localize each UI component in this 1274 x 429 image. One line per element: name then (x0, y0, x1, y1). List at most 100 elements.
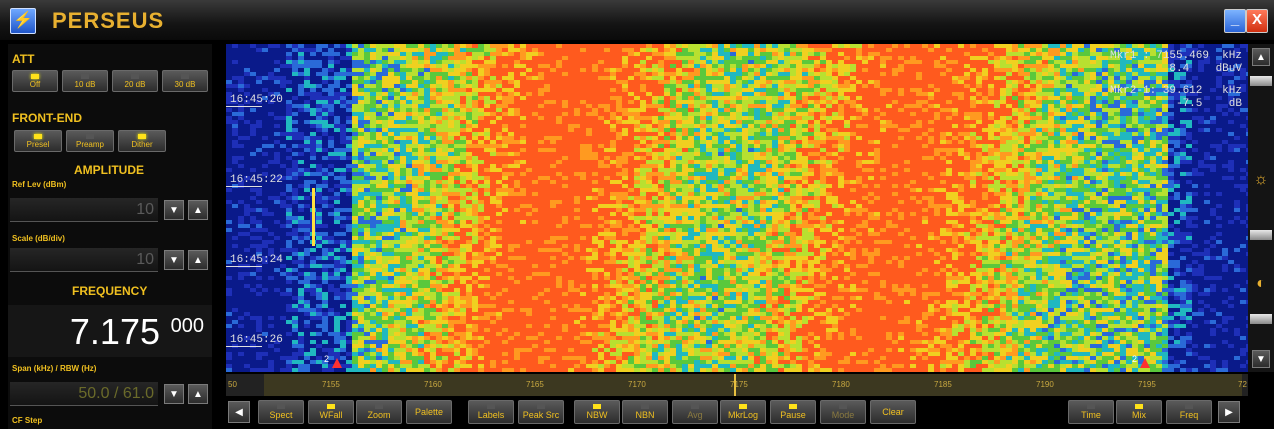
center-frequency-line (734, 374, 736, 396)
bottom-button-nbn[interactable]: NBN (622, 400, 668, 424)
time-tick-1 (226, 106, 262, 107)
bottom-button-label: Time (1081, 410, 1101, 420)
bottom-button-zoom[interactable]: Zoom (356, 400, 402, 424)
bottom-button-mode[interactable]: Mode (820, 400, 866, 424)
bottom-button-freq[interactable]: Freq (1166, 400, 1212, 424)
right-toolbar: ▲ ☼ ◐ ▼ (1248, 44, 1274, 372)
bottom-button-wfall[interactable]: WFall (308, 400, 354, 424)
scale-field[interactable]: 10 (10, 248, 158, 272)
axis-tick-label: 7180 (832, 380, 850, 389)
ref-level-down-button[interactable]: ▼ (164, 200, 184, 220)
presel-button[interactable]: Presel (14, 130, 62, 152)
axis-tick-label: 7175 (730, 380, 748, 389)
contrast-slider[interactable] (1250, 314, 1272, 324)
bottom-button-led (593, 404, 601, 409)
presel-led (34, 134, 42, 139)
app-logo-icon[interactable]: ⚡ (10, 8, 36, 34)
frequency-axis[interactable]: 50 72 7155 7160 7165 7170 7175 7180 7185 7190 71… (226, 374, 1248, 396)
marker-2-label: 2 (1132, 354, 1138, 364)
bottom-button-label: Freq (1179, 410, 1199, 420)
bottom-button-mkrlog[interactable]: MkrLog (720, 400, 766, 424)
bottom-button-led (789, 404, 797, 409)
att-20db-button[interactable]: 20 dB (112, 70, 158, 92)
close-button[interactable]: X (1246, 9, 1268, 33)
bottom-button-label: NBN (635, 410, 655, 420)
control-panel: ATT Off 10 dB 20 dB 30 dB FRONT-END Pres… (8, 44, 212, 429)
scale-down-button[interactable]: ▼ (164, 250, 184, 270)
axis-tick-label: 7160 (424, 380, 442, 389)
bottom-button-label: Avg (687, 410, 703, 420)
brightness-icon[interactable]: ☼ (1253, 171, 1269, 188)
contrast-icon[interactable]: ◐ (1256, 275, 1266, 292)
att-title: ATT (12, 52, 35, 66)
time-tick-4 (226, 346, 262, 347)
bottom-button-mix[interactable]: Mix (1116, 400, 1162, 424)
minimize-button[interactable]: _ (1224, 9, 1246, 33)
frequency-sub-digits: 000 (170, 315, 204, 337)
att-off-led (31, 74, 39, 79)
bottom-button-led (487, 404, 495, 409)
bottom-button-led (537, 404, 545, 409)
dither-led (138, 134, 146, 139)
bottom-button-nbw[interactable]: NBW (574, 400, 620, 424)
att-30db-button[interactable]: 30 dB (162, 70, 208, 92)
ref-level-label: Ref Lev (dBm) (12, 180, 67, 189)
bottom-button-avg[interactable]: Avg (672, 400, 718, 424)
axis-span-zone (264, 374, 1242, 396)
bottom-scroll-right-button[interactable]: ▶ (1218, 401, 1240, 423)
span-up-button[interactable]: ▲ (188, 384, 208, 404)
waterfall-display[interactable]: 16:45:20 16:45:22 16:45:24 16:45:26 Mkr1… (226, 44, 1248, 372)
preamp-label: Preamp (75, 140, 104, 149)
att-off-label: Off (29, 80, 41, 89)
att-10db-label: 10 dB (74, 80, 96, 89)
bottom-button-label: Mix (1132, 410, 1146, 420)
bottom-button-spect[interactable]: Spect (258, 400, 304, 424)
bottom-button-time[interactable]: Time (1068, 400, 1114, 424)
axis-right-cut: 72 (1238, 380, 1247, 389)
scroll-thumb[interactable] (1250, 76, 1272, 86)
att-off-button[interactable]: Off (12, 70, 58, 92)
bottom-button-label: Mode (831, 410, 855, 420)
bottom-button-labels[interactable]: Labels (468, 400, 514, 424)
att-10db-button[interactable]: 10 dB (62, 70, 108, 92)
bottom-button-clear[interactable]: Clear (870, 400, 916, 424)
bottom-button-label: Clear (882, 407, 904, 417)
bottom-button-label: Zoom (367, 410, 391, 420)
axis-tick-label: 7155 (322, 380, 340, 389)
bottom-button-led (641, 404, 649, 409)
scroll-down-button[interactable]: ▼ (1252, 350, 1270, 368)
att-30db-label: 30 dB (174, 80, 196, 89)
axis-left-cut: 50 (228, 380, 237, 389)
frequency-main-digits: 7.175 (69, 311, 160, 352)
bottom-button-led (375, 404, 383, 409)
marker-2-triangle[interactable] (1140, 358, 1150, 368)
bottom-button-pause[interactable]: Pause (770, 400, 816, 424)
app-title: PERSEUS (52, 8, 165, 33)
marker1-level: 8.4 dBuV (1169, 63, 1242, 75)
brightness-slider[interactable] (1250, 230, 1272, 240)
frequency-display[interactable]: 7.175 000 (8, 305, 212, 357)
ref-level-field[interactable]: 10 (10, 198, 158, 222)
marker-1-label: 2 (324, 354, 330, 364)
scale-label: Scale (dB/div) (12, 234, 65, 243)
bottom-scroll-left-button[interactable]: ◀ (228, 401, 250, 423)
ref-level-up-button[interactable]: ▲ (188, 200, 208, 220)
time-label-4: 16:45:26 (230, 334, 283, 346)
bottom-button-label: NBW (586, 410, 608, 420)
marker-1-triangle[interactable] (332, 358, 342, 368)
dither-label: Dither (131, 140, 153, 149)
preamp-button[interactable]: Preamp (66, 130, 114, 152)
axis-tick-label: 7185 (934, 380, 952, 389)
bottom-button-label: MkrLog (727, 410, 758, 420)
span-down-button[interactable]: ▼ (164, 384, 184, 404)
time-label-1: 16:45:20 (230, 94, 283, 106)
scale-up-button[interactable]: ▲ (188, 250, 208, 270)
scroll-up-button[interactable]: ▲ (1252, 48, 1270, 66)
bottom-button-palette[interactable]: Palette (406, 400, 452, 424)
axis-tick-label: 7165 (526, 380, 544, 389)
time-tick-2 (226, 186, 262, 187)
span-rbw-field[interactable]: 50.0 / 61.0 (10, 382, 158, 406)
marker1-frequency: Mkr1 : 7155.469 kHz (1109, 50, 1242, 62)
dither-button[interactable]: Dither (118, 130, 166, 152)
bottom-button-peak-src[interactable]: Peak Src (518, 400, 564, 424)
